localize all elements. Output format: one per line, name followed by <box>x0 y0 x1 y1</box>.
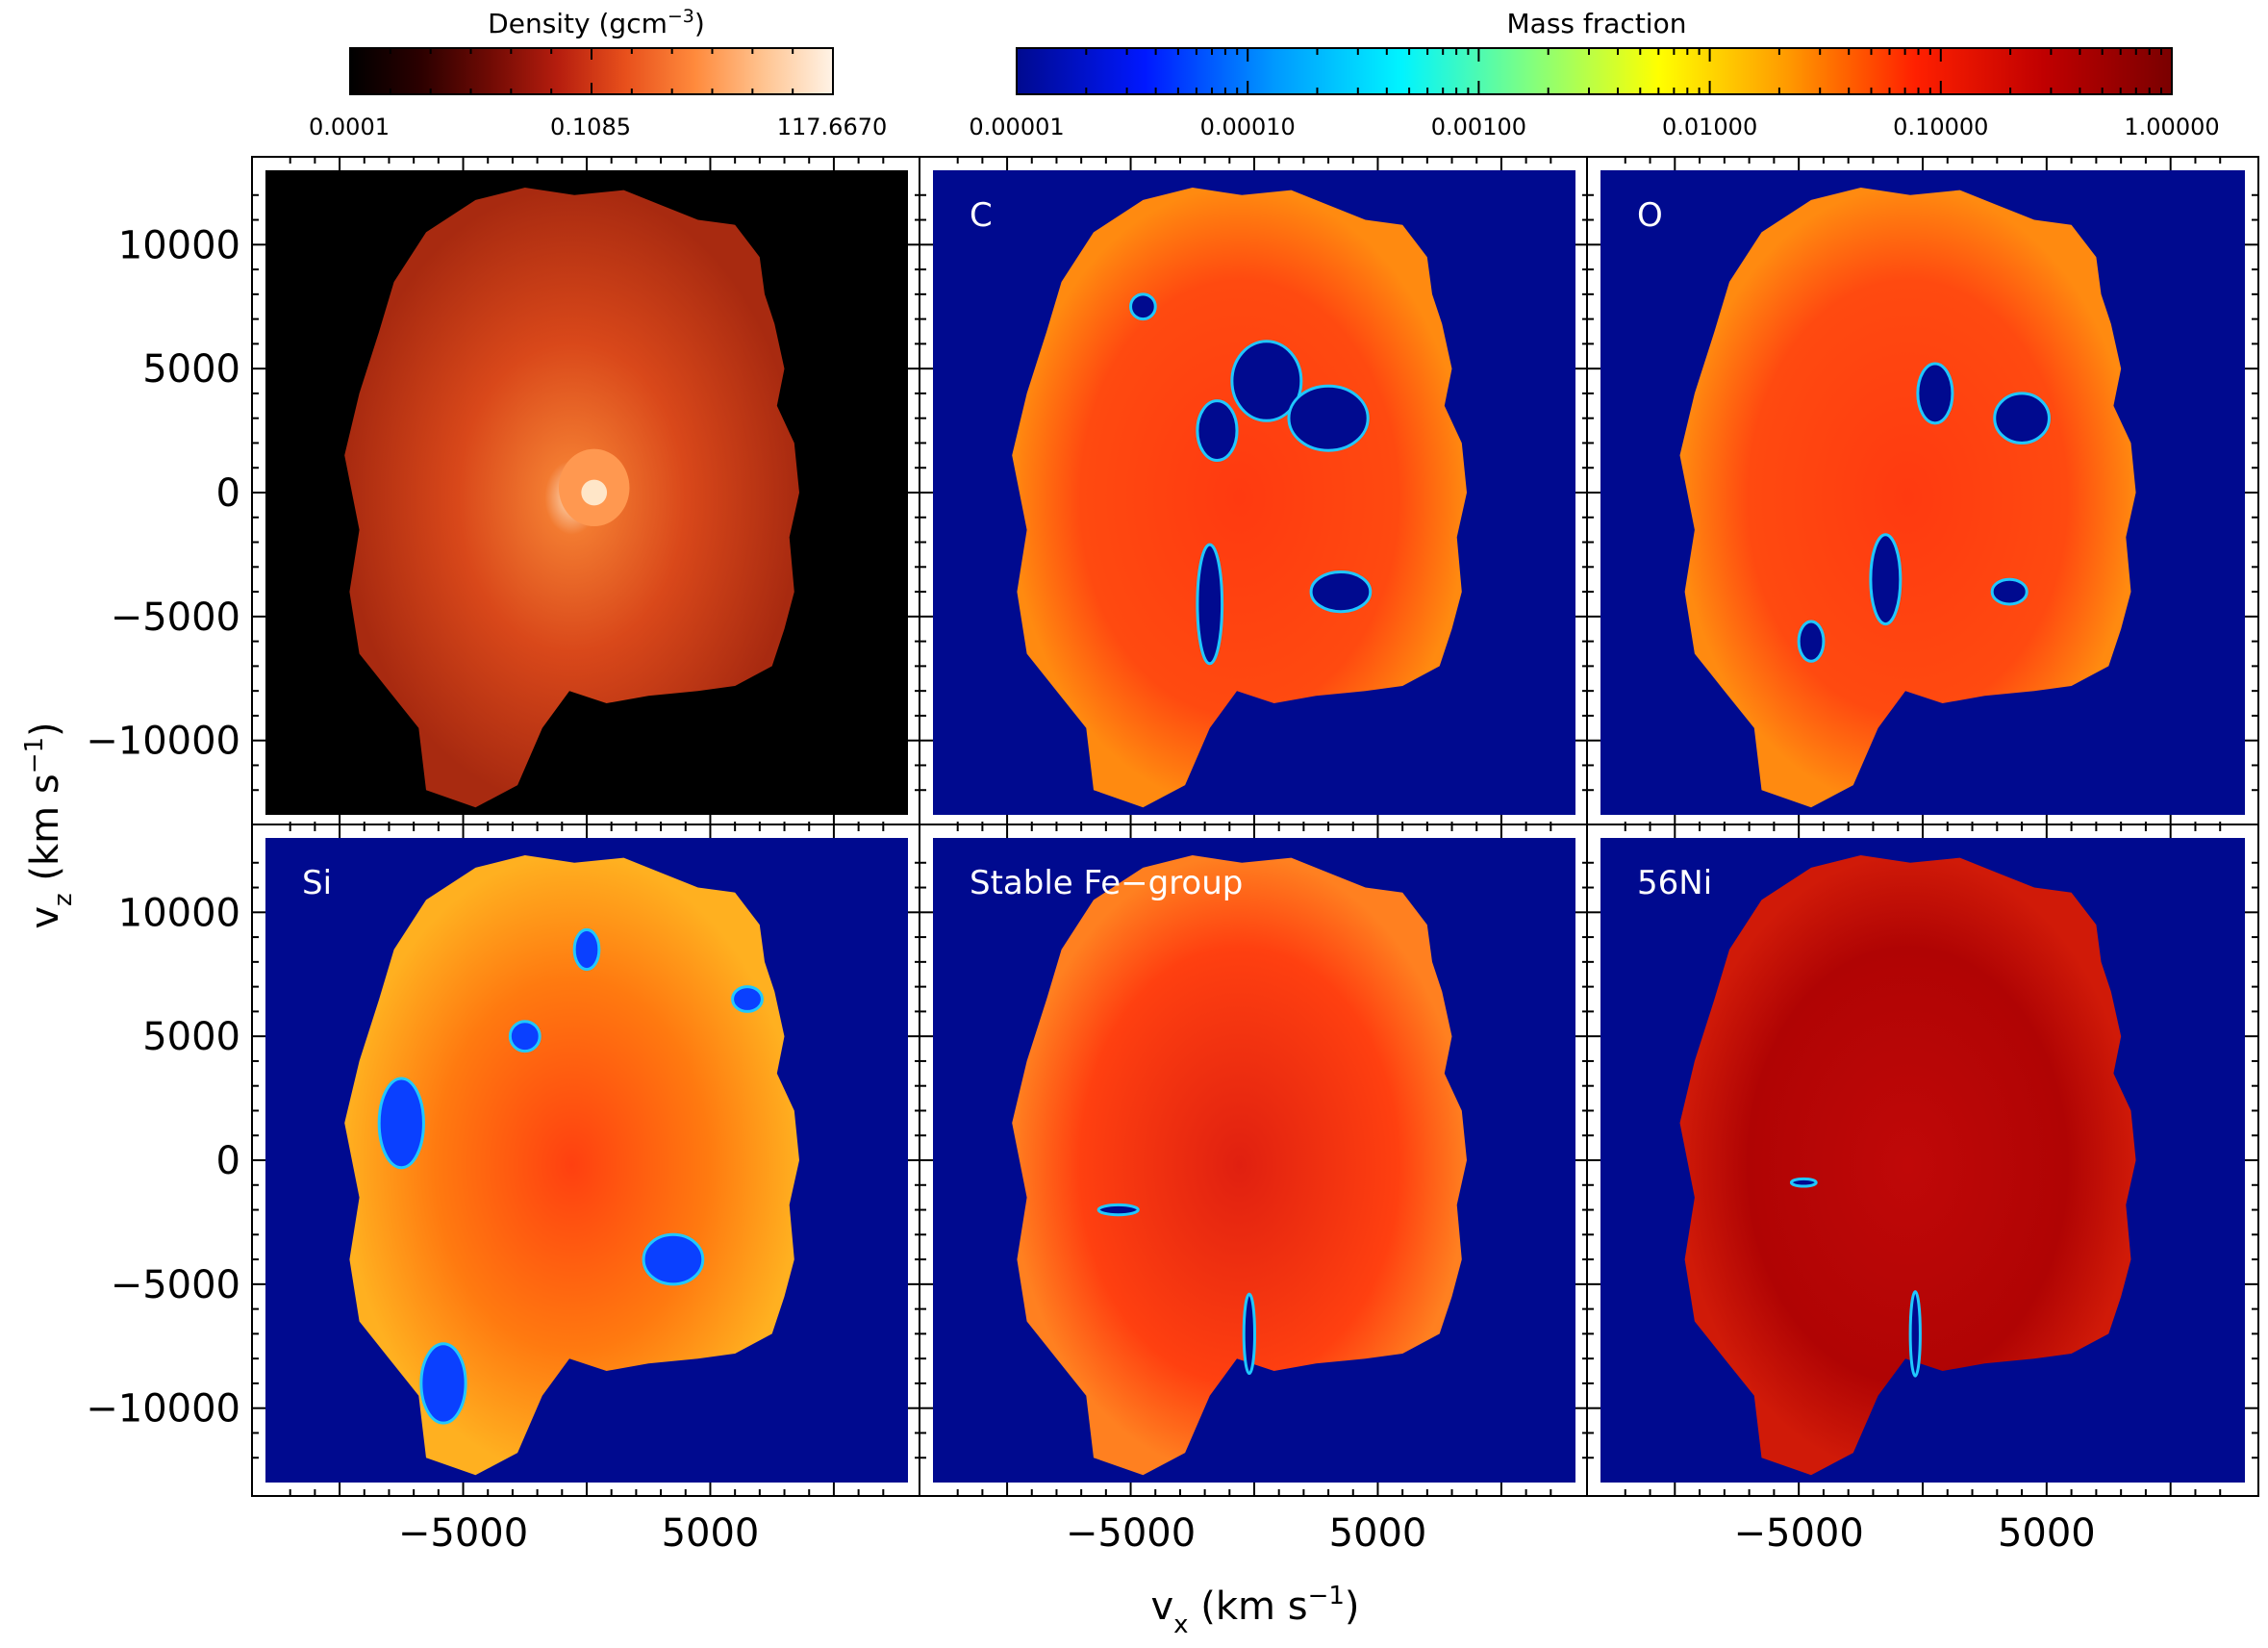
panel-c: C <box>919 156 1590 829</box>
low-abundance-region <box>1908 1290 1922 1378</box>
panel-density: 10000 5000 0 −5000 −10000 <box>86 156 922 829</box>
mass-fraction-tick-label: 0.01000 <box>1662 114 1757 140</box>
mass-fraction-tick-label: 0.00100 <box>1431 114 1526 140</box>
panel-si: Si 10000 5000 0 −5000 −10000 −5000 5000 <box>86 824 922 1556</box>
mass-fraction-tick-label: 0.00010 <box>1200 114 1296 140</box>
ejecta-map <box>1012 188 1467 808</box>
density-colorbar: Density (gcm−3) 0.0001 0.1085 117.6670 <box>309 6 887 140</box>
low-abundance-region <box>377 1077 425 1170</box>
low-abundance-region <box>1990 577 2029 606</box>
mass-fraction-tick-label: 0.00001 <box>969 114 1064 140</box>
panel-label: 56Ni <box>1637 864 1712 902</box>
y-tick-label: 0 <box>216 471 240 516</box>
panel-label: Stable Fe−group <box>970 864 1243 902</box>
ejecta-map <box>1679 855 2136 1476</box>
y-tick-label: 10000 <box>118 223 240 267</box>
low-abundance-region <box>642 1232 705 1286</box>
panel-label: O <box>1637 196 1663 235</box>
low-abundance-region <box>1242 1292 1257 1376</box>
low-abundance-region <box>1309 570 1373 614</box>
low-abundance-region <box>731 985 764 1013</box>
low-abundance-region <box>1196 543 1224 666</box>
density-colorbar-ticks <box>349 48 834 94</box>
panel-ticks <box>1587 157 2258 828</box>
panel-56ni: 56Ni −5000 5000 <box>1586 824 2259 1556</box>
density-colorbar-title: Density (gcm−3) <box>488 6 705 39</box>
x-tick-label: 5000 <box>1998 1511 2096 1556</box>
low-abundance-region <box>419 1342 467 1425</box>
low-abundance-region <box>1287 384 1370 452</box>
y-tick-label: −10000 <box>86 720 240 764</box>
panel-label: C <box>970 196 993 235</box>
panel-o: O <box>1586 156 2259 829</box>
x-tick-label: −5000 <box>398 1511 528 1556</box>
density-tick-label-low: 0.0001 <box>309 114 390 140</box>
mass-fraction-tick-label: 1.00000 <box>2124 114 2219 140</box>
low-abundance-region <box>1230 340 1303 422</box>
mass-fraction-colorbar: Mass fraction 0.00001 0.00010 0.00100 0.010… <box>969 8 2219 140</box>
y-tick-label: 0 <box>216 1139 240 1183</box>
x-axis-label: vx (km s−1) <box>1150 1582 1359 1639</box>
density-tick-label-mid: 0.1085 <box>550 114 631 140</box>
low-abundance-region <box>1789 1177 1818 1188</box>
low-abundance-region <box>1096 1203 1140 1217</box>
low-abundance-region <box>508 1020 542 1053</box>
x-tick-label: −5000 <box>1733 1511 1863 1556</box>
panel-ticks <box>920 824 1589 1496</box>
panels: 10000 5000 0 −5000 −10000 C O Si 10000 5000 0 −5000… <box>86 156 2259 1556</box>
mass-fraction-colorbar-ticks <box>1016 48 2173 94</box>
mass-fraction-colorbar-labels: 0.00001 0.00010 0.00100 0.01000 0.10000 1.000… <box>969 114 2219 140</box>
y-tick-label: −5000 <box>111 596 240 640</box>
panel-stable-fe-group: Stable Fe−group −5000 5000 <box>919 824 1590 1556</box>
low-abundance-region <box>1869 533 1903 626</box>
density-core-peak <box>581 479 608 506</box>
y-axis-label: vz (km s−1) <box>20 722 78 928</box>
ejecta-map <box>1012 855 1467 1476</box>
y-tick-label: −10000 <box>86 1387 240 1432</box>
density-tick-label-high: 117.6670 <box>777 114 888 140</box>
mass-fraction-tick-label: 0.10000 <box>1893 114 1988 140</box>
mass-fraction-colorbar-bar <box>1016 47 2173 95</box>
x-tick-label: 5000 <box>662 1511 760 1556</box>
mass-fraction-colorbar-title: Mass fraction <box>1507 8 1687 39</box>
x-tick-label: −5000 <box>1066 1511 1196 1556</box>
y-tick-label: 10000 <box>118 891 240 935</box>
low-abundance-region <box>1797 620 1826 663</box>
panel-label: Si <box>302 864 332 902</box>
y-tick-label: 5000 <box>142 347 240 392</box>
ejecta-map <box>1679 188 2136 808</box>
low-abundance-region <box>1129 292 1157 321</box>
low-abundance-region <box>1916 362 1954 425</box>
low-abundance-region <box>572 927 601 972</box>
panel-ticks <box>1587 824 2258 1496</box>
ejecta-map <box>344 855 799 1476</box>
x-tick-label: 5000 <box>1329 1511 1427 1556</box>
y-tick-label: −5000 <box>111 1263 240 1307</box>
y-tick-label: 5000 <box>142 1015 240 1059</box>
low-abundance-region <box>1993 392 2051 444</box>
low-abundance-region <box>1196 399 1239 463</box>
